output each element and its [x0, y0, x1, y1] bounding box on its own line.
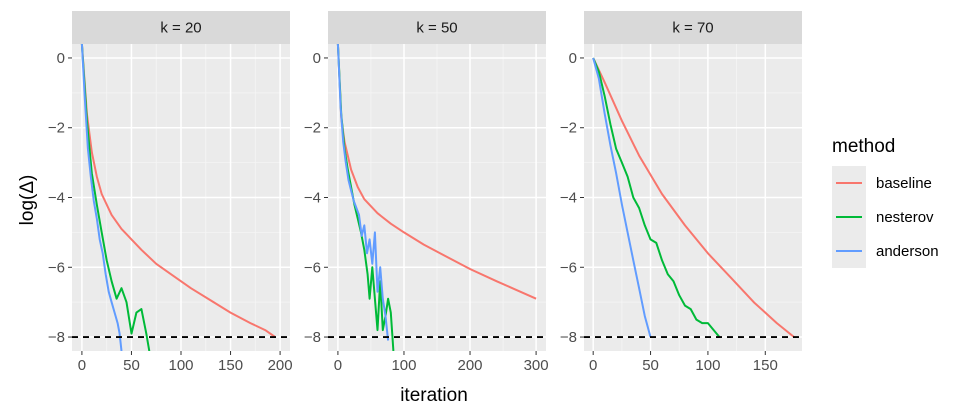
- x-tick-label: 100: [391, 357, 416, 374]
- panel-series: [336, 44, 537, 351]
- panel-2: k = 50 0 −2 −4 −6 −8 0 100 200 300: [304, 11, 549, 374]
- x-tick-label: 0: [334, 357, 342, 374]
- x-tick-label: 150: [218, 357, 243, 374]
- y-axis-title: log(Δ): [17, 175, 38, 226]
- panel-strip-label: k = 50: [416, 20, 457, 37]
- y-tick-label: 0: [313, 50, 321, 67]
- panel-strip: [584, 11, 802, 44]
- x-tick-label: 50: [123, 357, 140, 374]
- x-tick-label: 200: [458, 357, 483, 374]
- y-tick-label: −2: [304, 120, 321, 137]
- panel-strip: [328, 11, 546, 44]
- series-line-anderson: [592, 57, 652, 338]
- legend-item-baseline: baseline: [832, 166, 932, 200]
- x-tick-label: 200: [268, 357, 293, 374]
- y-tick-label: −2: [560, 120, 577, 137]
- x-tick-label: 300: [524, 357, 549, 374]
- series-line-baseline: [80, 44, 276, 338]
- x-tick-label: 50: [642, 357, 659, 374]
- series-line-baseline: [592, 57, 795, 338]
- x-axis-title: iteration: [400, 385, 468, 406]
- y-tick-label: 0: [569, 50, 577, 67]
- legend-label: baseline: [876, 175, 932, 192]
- legend-item-nesterov: nesterov: [832, 200, 934, 234]
- series-line-nesterov: [592, 57, 721, 338]
- series-line-baseline: [336, 44, 537, 300]
- x-tick-label: 100: [168, 357, 193, 374]
- series-line-anderson: [80, 44, 123, 351]
- y-tick-label: −8: [48, 329, 65, 346]
- legend-title: method: [832, 136, 895, 157]
- series-line-anderson: [336, 44, 390, 341]
- y-tick-label: −6: [304, 259, 321, 276]
- panel-1: k = 20 0 −2 −4 −6 −8 0 50 100 150 200: [48, 11, 293, 374]
- legend-label: anderson: [876, 243, 939, 260]
- panel-strip-label: k = 70: [672, 20, 713, 37]
- panel-strip: [72, 11, 290, 44]
- x-tick-label: 0: [589, 357, 597, 374]
- y-tick-label: 0: [57, 50, 65, 67]
- y-tick-label: −6: [560, 259, 577, 276]
- panel-strip-label: k = 20: [160, 20, 201, 37]
- y-tick-label: −6: [48, 259, 65, 276]
- y-tick-label: −4: [304, 190, 321, 207]
- panel-series: [80, 44, 276, 351]
- y-tick-label: −8: [560, 329, 577, 346]
- panel-3: k = 70 0 −2 −4 −6 −8 0 50 100 150: [560, 11, 802, 374]
- legend-item-anderson: anderson: [832, 234, 939, 268]
- legend-label: nesterov: [876, 209, 934, 226]
- y-tick-label: −4: [48, 190, 65, 207]
- panel-series: [592, 57, 795, 338]
- x-tick-label: 150: [753, 357, 778, 374]
- x-tick-label: 0: [78, 357, 86, 374]
- y-tick-label: −4: [560, 190, 577, 207]
- series-line-nesterov: [80, 44, 151, 351]
- y-tick-label: −8: [304, 329, 321, 346]
- x-tick-label: 100: [695, 357, 720, 374]
- y-tick-label: −2: [48, 120, 65, 137]
- legend: method baseline nesterov anderson: [832, 136, 939, 268]
